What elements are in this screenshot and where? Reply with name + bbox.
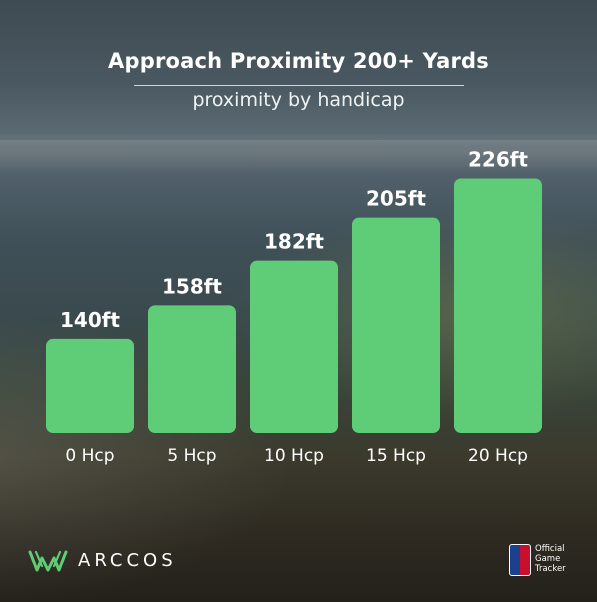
background-horizon <box>0 140 597 148</box>
chart-title: Approach Proximity 200+ Yards <box>108 49 489 73</box>
partner-text-line: Tracker <box>535 564 566 574</box>
bar-value-label: 226ft <box>468 148 528 172</box>
partner-badge: Official Game Tracker <box>509 544 566 576</box>
partner-text: Official Game Tracker <box>535 544 566 574</box>
bar-value-label: 182ft <box>264 230 324 254</box>
pga-tour-logo-icon <box>509 544 531 576</box>
bar-value-label: 140ft <box>60 308 120 332</box>
bar-20-hcp <box>454 178 542 433</box>
partner-text-line: Game <box>535 554 561 564</box>
logo-wordmark: ARCCOS <box>78 549 177 571</box>
category-label: 15 Hcp <box>366 446 426 466</box>
category-label: 10 Hcp <box>264 446 324 466</box>
arccos-logo: ARCCOS <box>28 545 177 575</box>
bar-15-hcp <box>352 217 440 433</box>
category-label: 20 Hcp <box>468 446 528 466</box>
bar-value-label: 158ft <box>162 274 222 298</box>
chart-subtitle: proximity by handicap <box>192 89 405 111</box>
bar-10-hcp <box>250 260 338 433</box>
title-divider <box>134 85 464 86</box>
category-label: 5 Hcp <box>167 446 216 466</box>
bar-5-hcp <box>148 305 236 433</box>
crown-icon <box>28 550 68 572</box>
partner-text-line: Official <box>535 544 565 554</box>
category-label: 0 Hcp <box>65 446 114 466</box>
bar-value-label: 205ft <box>366 187 426 211</box>
bar-0-hcp <box>46 338 134 433</box>
